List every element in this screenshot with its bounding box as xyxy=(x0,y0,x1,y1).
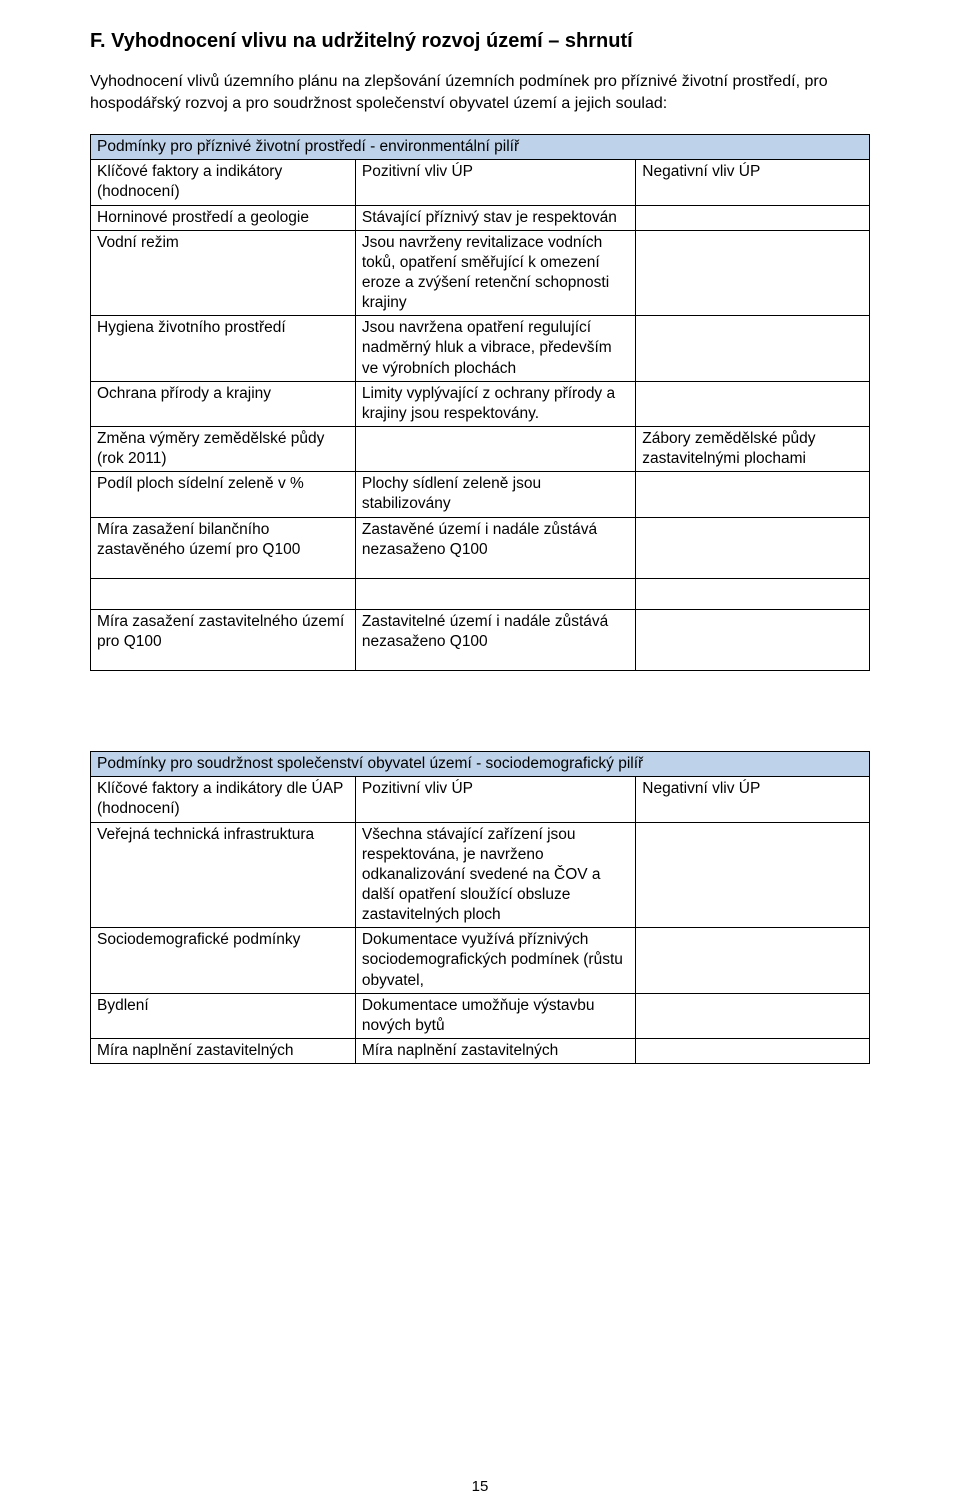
table-row: Horninové prostředí a geologie Stávající… xyxy=(91,205,870,230)
cell: Horninové prostředí a geologie xyxy=(91,205,356,230)
col-header-factors: Klíčové faktory a indikátory dle ÚAP (ho… xyxy=(91,777,356,822)
table-row: Míra zasažení bilančního zastavěného úze… xyxy=(91,517,870,578)
cell xyxy=(636,472,870,517)
cell: Všechna stávající zařízení jsou respekto… xyxy=(355,822,635,928)
cell: Hygiena životního prostředí xyxy=(91,316,356,381)
cell: Jsou navržena opatření regulující nadměr… xyxy=(355,316,635,381)
col-header-negative: Negativní vliv ÚP xyxy=(636,160,870,205)
table-band-header: Podmínky pro soudržnost společenství oby… xyxy=(91,752,870,777)
cell xyxy=(636,928,870,993)
cell: Dokumentace umožňuje výstavbu nových byt… xyxy=(355,993,635,1038)
table-row: Vodní režim Jsou navrženy revitalizace v… xyxy=(91,230,870,316)
col-header-factors: Klíčové faktory a indikátory (hodnocení) xyxy=(91,160,356,205)
table-row: Klíčové faktory a indikátory (hodnocení)… xyxy=(91,160,870,205)
cell: Bydlení xyxy=(91,993,356,1038)
cell xyxy=(636,609,870,670)
cell xyxy=(636,517,870,578)
table-row: Podíl ploch sídelní zeleně v % Plochy sí… xyxy=(91,472,870,517)
table-row: Podmínky pro soudržnost společenství oby… xyxy=(91,752,870,777)
table-row: Sociodemografické podmínky Dokumentace v… xyxy=(91,928,870,993)
cell xyxy=(636,205,870,230)
cell: Zábory zemědělské půdy zastavitelnými pl… xyxy=(636,427,870,472)
table-sociodemographic: Podmínky pro soudržnost společenství oby… xyxy=(90,751,870,1064)
cell: Plochy sídlení zeleně jsou stabilizovány xyxy=(355,472,635,517)
cell: Stávající příznivý stav je respektován xyxy=(355,205,635,230)
cell xyxy=(636,230,870,316)
cell: Vodní režim xyxy=(91,230,356,316)
col-header-negative: Negativní vliv ÚP xyxy=(636,777,870,822)
cell: Ochrana přírody a krajiny xyxy=(91,381,356,426)
cell: Míra zasažení zastavitelného území pro Q… xyxy=(91,609,356,670)
col-header-positive: Pozitivní vliv ÚP xyxy=(355,160,635,205)
cell: Dokumentace využívá příznivých sociodemo… xyxy=(355,928,635,993)
cell xyxy=(636,381,870,426)
cell: Zastavitelné území i nadále zůstává neza… xyxy=(355,609,635,670)
table-row: Klíčové faktory a indikátory dle ÚAP (ho… xyxy=(91,777,870,822)
table-row: Veřejná technická infrastruktura Všechna… xyxy=(91,822,870,928)
table-row: Bydlení Dokumentace umožňuje výstavbu no… xyxy=(91,993,870,1038)
cell xyxy=(355,427,635,472)
table-row: Míra zasažení zastavitelného území pro Q… xyxy=(91,609,870,670)
col-header-positive: Pozitivní vliv ÚP xyxy=(355,777,635,822)
cell: Veřejná technická infrastruktura xyxy=(91,822,356,928)
table-environmental: Podmínky pro příznivé životní prostředí … xyxy=(90,134,870,671)
table-row: Podmínky pro příznivé životní prostředí … xyxy=(91,135,870,160)
cell: Podíl ploch sídelní zeleně v % xyxy=(91,472,356,517)
cell xyxy=(636,1038,870,1063)
cell: Změna výměry zemědělské půdy (rok 2011) xyxy=(91,427,356,472)
cell: Míra naplnění zastavitelných xyxy=(355,1038,635,1063)
table-row: Hygiena životního prostředí Jsou navržen… xyxy=(91,316,870,381)
intro-paragraph: Vyhodnocení vlivů územního plánu na zlep… xyxy=(90,71,870,114)
section-title: F. Vyhodnocení vlivu na udržitelný rozvo… xyxy=(90,30,870,53)
cell xyxy=(636,822,870,928)
table-row: Míra naplnění zastavitelných Míra naplně… xyxy=(91,1038,870,1063)
table-row xyxy=(91,578,870,609)
cell xyxy=(636,316,870,381)
table-band-header: Podmínky pro příznivé životní prostředí … xyxy=(91,135,870,160)
table-row: Změna výměry zemědělské půdy (rok 2011) … xyxy=(91,427,870,472)
table-row: Ochrana přírody a krajiny Limity vyplýva… xyxy=(91,381,870,426)
cell: Zastavěné území i nadále zůstává nezasaž… xyxy=(355,517,635,578)
cell: Limity vyplývající z ochrany přírody a k… xyxy=(355,381,635,426)
cell: Míra zasažení bilančního zastavěného úze… xyxy=(91,517,356,578)
page-number: 15 xyxy=(0,1478,960,1495)
cell: Jsou navrženy revitalizace vodních toků,… xyxy=(355,230,635,316)
cell xyxy=(636,993,870,1038)
cell: Sociodemografické podmínky xyxy=(91,928,356,993)
cell: Míra naplnění zastavitelných xyxy=(91,1038,356,1063)
